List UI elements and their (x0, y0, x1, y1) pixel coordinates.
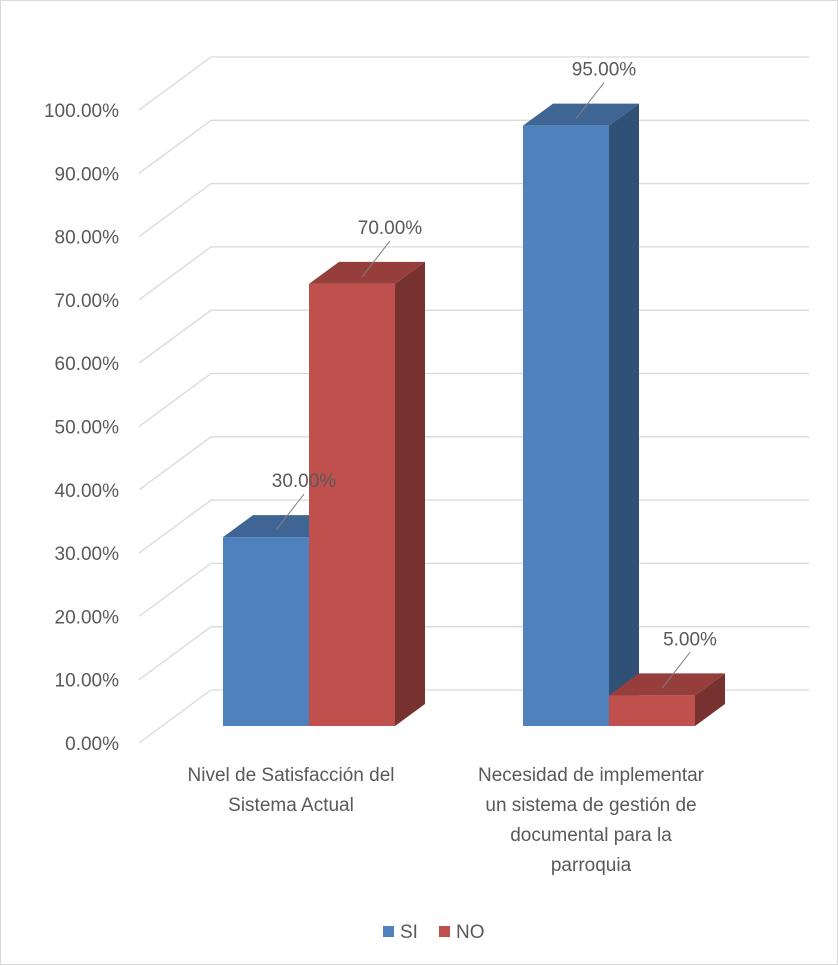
data-label-leader (275, 493, 305, 531)
gridline-diagonal (138, 246, 212, 301)
bar-side-face (695, 673, 725, 726)
y-tick-label: 40.00% (55, 481, 120, 502)
category-label: un sistema de gestión de (485, 795, 696, 816)
category-label: parroquia (551, 855, 632, 876)
bar-side-face (609, 103, 639, 726)
gridline-diagonal (138, 372, 212, 428)
bar-front-face (523, 125, 609, 726)
category-label: Necesidad de implementar (478, 765, 705, 786)
bar-top-face (523, 103, 639, 126)
bar (523, 103, 639, 726)
bar (309, 261, 425, 726)
y-axis-tick-labels: 0.00% 10.00% 20.00% 30.00% 40.00% 50.00% 60.00… (44, 101, 119, 755)
data-labels: 30.00% 70.00% 95.00% 5.00% (272, 60, 717, 689)
legend-swatch (439, 926, 450, 937)
category-label: Nivel de Satisfacción del (188, 765, 395, 786)
bars (223, 103, 725, 726)
legend-item: SI (383, 922, 418, 943)
gridline-diagonal (138, 562, 212, 617)
data-label: 70.00% (358, 218, 423, 239)
legend-swatch (383, 926, 394, 937)
gridline-diagonal (138, 499, 212, 554)
y-tick-label: 80.00% (55, 228, 120, 249)
gridline-diagonal (138, 689, 212, 744)
gridline-diagonal (138, 56, 212, 111)
gridline-diagonal (138, 436, 212, 491)
category-label: Sistema Actual (228, 795, 354, 816)
y-tick-label: 0.00% (65, 734, 119, 755)
y-tick-label: 30.00% (55, 544, 120, 565)
data-label: 30.00% (272, 471, 337, 492)
bar-front-face (223, 537, 309, 726)
category-label: documental para la (510, 825, 672, 846)
data-label-leader (661, 652, 691, 689)
bar-top-face (309, 261, 425, 284)
y-tick-label: 20.00% (55, 607, 120, 628)
bar-front-face (309, 283, 395, 726)
bar-top-face (609, 673, 725, 696)
legend-item: NO (439, 922, 485, 943)
gridline-diagonal (138, 183, 212, 238)
legend-label: SI (400, 922, 418, 943)
bar-front-face (609, 695, 695, 726)
y-tick-label: 100.00% (44, 101, 119, 122)
y-tick-label: 50.00% (55, 418, 120, 439)
legend-label: NO (456, 922, 485, 943)
data-label-leader (575, 82, 605, 119)
x-axis-category-labels: Nivel de Satisfacción del Sistema Actual N… (188, 765, 705, 876)
y-tick-label: 10.00% (55, 671, 120, 692)
y-tick-label: 70.00% (55, 291, 120, 312)
data-label-leader (361, 240, 391, 278)
gridline-diagonal (138, 626, 212, 681)
bar-side-face (395, 261, 425, 726)
y-tick-label: 90.00% (55, 164, 120, 185)
legend: SI NO (383, 922, 485, 943)
gridline-diagonal (138, 119, 212, 174)
y-tick-label: 60.00% (55, 354, 120, 375)
bar (609, 673, 725, 726)
gridline-diagonal (138, 309, 212, 364)
data-label: 95.00% (572, 60, 637, 81)
data-label: 5.00% (663, 629, 717, 650)
